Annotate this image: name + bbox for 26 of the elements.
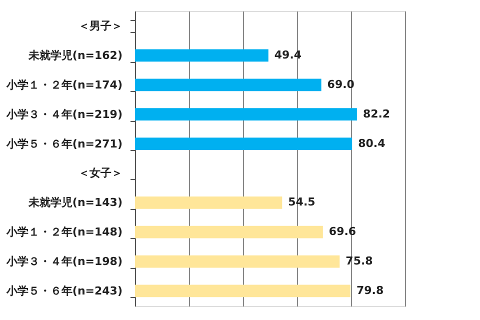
y-tick-label: 小学３・４年(n=198) — [5, 255, 122, 268]
data-label: 82.2 — [362, 107, 390, 120]
bar — [135, 255, 340, 268]
bar — [135, 138, 352, 150]
data-label: 69.0 — [327, 78, 355, 91]
data-label: 54.5 — [288, 196, 316, 209]
y-tick-label: 小学５・６年(n=243) — [5, 284, 122, 298]
data-label: 79.8 — [356, 284, 384, 297]
y-tick-label: ＜女子＞ — [78, 166, 122, 180]
bar — [135, 108, 357, 121]
bar — [135, 49, 268, 62]
y-tick-label: 未就学児(n=143) — [27, 196, 122, 210]
y-tick-label: 未就学児(n=162) — [27, 48, 122, 62]
y-tick-label: 小学１・２年(n=148) — [5, 226, 122, 239]
y-tick-label: 小学５・６年(n=271) — [5, 137, 122, 150]
data-label: 75.8 — [346, 254, 373, 268]
bar — [135, 226, 323, 238]
data-label: 69.6 — [328, 225, 356, 238]
y-tick-label: ＜男子＞ — [78, 20, 122, 33]
bar — [135, 284, 350, 298]
data-label: 49.4 — [274, 48, 302, 62]
bar — [135, 196, 282, 209]
y-tick-label: 小学１・２年(n=174) — [5, 78, 122, 92]
data-label: 80.4 — [358, 136, 386, 150]
bar — [135, 78, 322, 92]
y-tick-label: 小学３・４年(n=219) — [5, 108, 122, 121]
